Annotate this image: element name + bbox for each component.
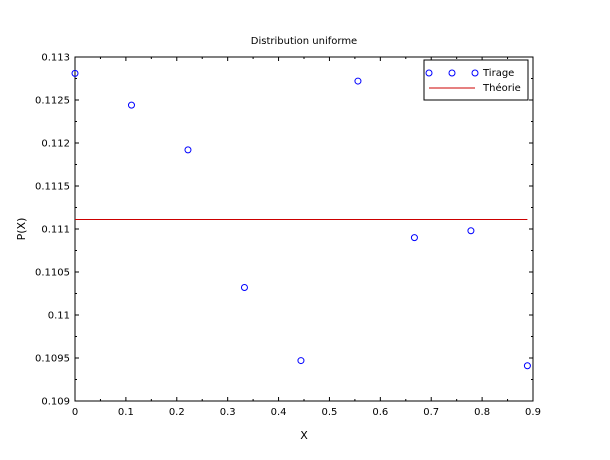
y-tick-label: 0.11 xyxy=(48,311,70,322)
legend-box xyxy=(423,59,529,101)
x-tick-label: 0.9 xyxy=(525,407,541,418)
x-axis-label: X xyxy=(300,429,308,442)
y-axis: 0.109 0.1095 0.11 0.1105 0.111 0.1115 0.112 0.1… xyxy=(35,53,533,408)
x-tick-label: 0.6 xyxy=(372,407,388,418)
legend-tirage-marker xyxy=(471,69,479,77)
tirage-point xyxy=(184,146,192,154)
y-axis-label: P(X) xyxy=(15,218,28,241)
tirage-point xyxy=(127,101,135,109)
legend-theorie-label: Théorie xyxy=(482,82,521,94)
y-tick-label: 0.113 xyxy=(41,53,70,64)
y-tick-label: 0.109 xyxy=(41,397,70,408)
y-tick-label: 0.1105 xyxy=(35,268,70,279)
legend: Tirage Théorie xyxy=(423,59,529,101)
y-tick-label: 0.111 xyxy=(41,225,70,236)
chart-title: Distribution uniforme xyxy=(251,36,357,47)
tirage-point xyxy=(467,227,475,235)
tirage-point xyxy=(297,357,305,365)
tirage-point xyxy=(240,283,248,291)
tirage-point xyxy=(410,234,418,242)
plot-area xyxy=(74,56,534,402)
series-layer xyxy=(71,69,531,370)
y-tick-label: 0.1095 xyxy=(35,354,70,365)
tirage-point xyxy=(523,362,531,370)
x-tick-label: 0.2 xyxy=(169,407,185,418)
x-tick-label: 0.7 xyxy=(423,407,439,418)
legend-tirage-marker xyxy=(448,69,456,77)
x-tick-label: 0.1 xyxy=(118,407,134,418)
y-tick-label: 0.112 xyxy=(41,139,70,150)
x-tick-label: 0.5 xyxy=(321,407,337,418)
x-tick-label: 0.8 xyxy=(474,407,490,418)
legend-tirage-label: Tirage xyxy=(482,68,514,79)
x-tick-label: 0 xyxy=(72,407,78,418)
x-tick-label: 0.3 xyxy=(220,407,236,418)
legend-tirage-marker xyxy=(425,69,433,77)
x-tick-label: 0.4 xyxy=(271,407,287,418)
y-tick-label: 0.1115 xyxy=(35,182,70,193)
tirage-point xyxy=(354,77,362,85)
tirage-point xyxy=(71,69,79,77)
y-tick-label: 0.1125 xyxy=(35,96,70,107)
x-axis: 0 0.1 0.2 0.3 0.4 0.5 0.6 0.7 0.8 0.9 xyxy=(72,57,541,418)
